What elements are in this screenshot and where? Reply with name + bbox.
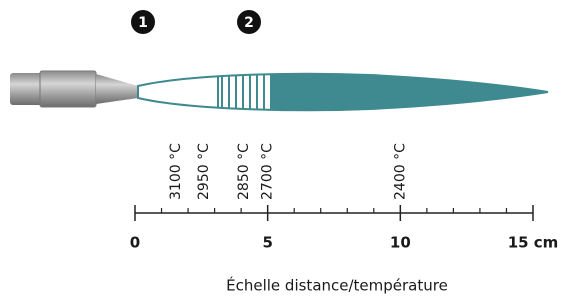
- temperature-label: 2400 °C: [392, 143, 408, 200]
- nozzle-end: [10, 73, 42, 105]
- temperature-label: 2950 °C: [196, 143, 212, 200]
- marker-number: 1: [138, 15, 148, 31]
- tick-label: 0: [130, 234, 140, 252]
- diagram: 1 2 0 5 10 15 cm 3100 °C 2950 °C 2850 °C 2700 °…: [0, 0, 582, 296]
- temperature-label: 3100 °C: [168, 143, 184, 200]
- tick-label: 10: [390, 234, 411, 252]
- nozzle-body: [40, 71, 96, 107]
- caption: Échelle distance/température: [226, 276, 448, 295]
- marker-number: 2: [244, 15, 254, 31]
- nozzle-tip: [96, 74, 138, 104]
- temperature-label: 2700 °C: [260, 143, 276, 200]
- page: 1 2 0 5 10 15 cm 3100 °C 2950 °C 2850 °C 2700 °…: [0, 0, 582, 296]
- tick-label: 15 cm: [508, 234, 559, 252]
- temperature-label: 2850 °C: [236, 143, 252, 200]
- tick-label: 5: [262, 234, 272, 252]
